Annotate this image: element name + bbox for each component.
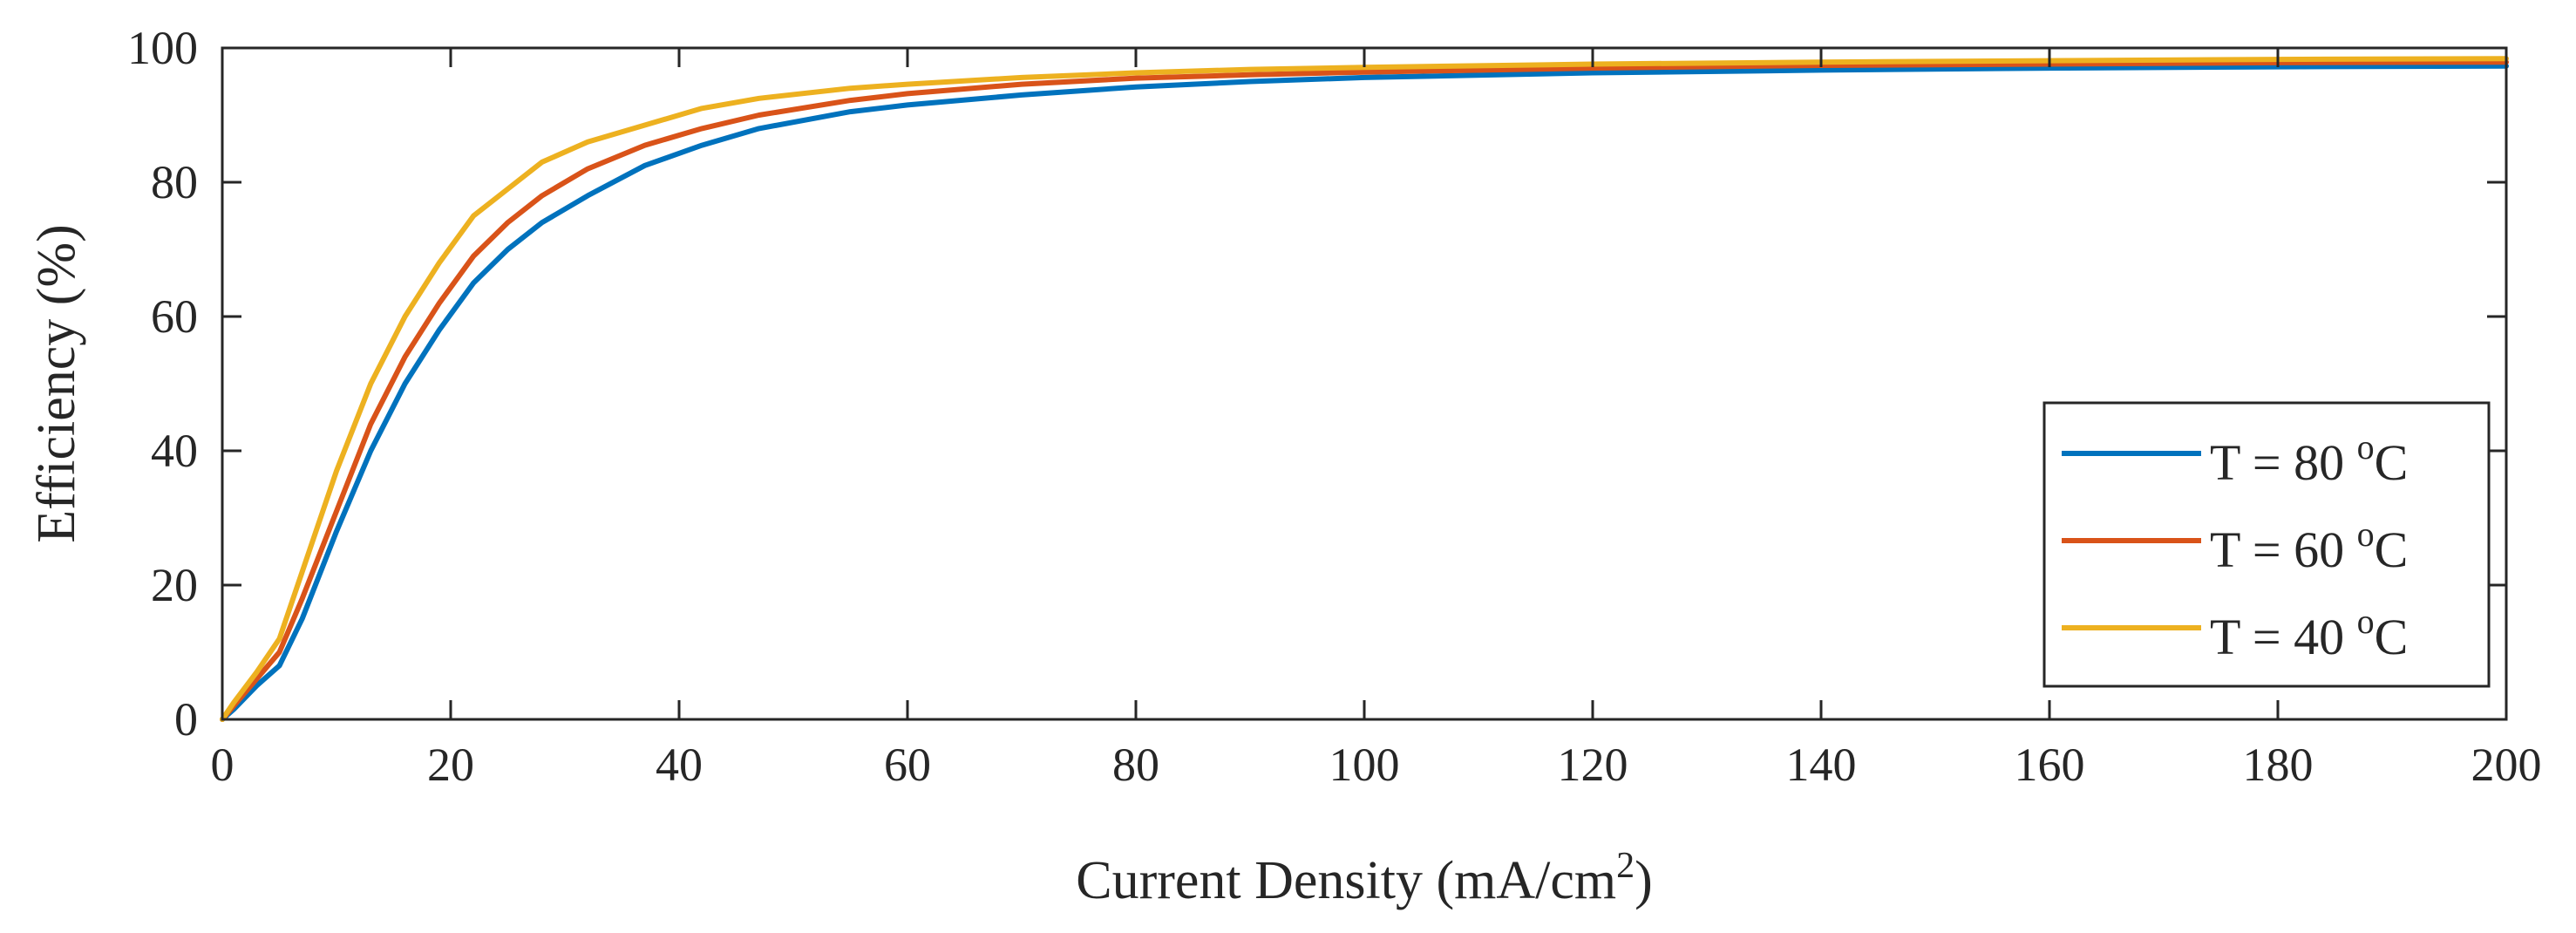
legend-label-1: T = 80 oC (2210, 427, 2408, 491)
y-axis-label: Efficiency (%) (27, 224, 86, 543)
y-axis: 0 20 40 60 80 100 (127, 22, 2506, 746)
series-line-1 (220, 63, 2509, 722)
x-tick-label: 100 (1329, 739, 1400, 791)
x-axis-label-suffix: ) (1635, 851, 1653, 910)
x-tick-label: 160 (2015, 739, 2085, 791)
y-tick-label: 20 (151, 559, 198, 611)
x-tick-label: 60 (884, 739, 931, 791)
x-tick-label: 180 (2243, 739, 2314, 791)
y-tick-label: 100 (127, 22, 198, 74)
x-tick-label: 200 (2471, 739, 2542, 791)
y-tick-label: 0 (174, 693, 198, 746)
y-tick-label: 80 (151, 156, 198, 208)
series-line-2 (220, 59, 2509, 722)
x-tick-label: 20 (427, 739, 474, 791)
x-tick-label: 0 (211, 739, 234, 791)
x-axis-label-superscript: 2 (1616, 846, 1635, 886)
x-tick-label: 80 (1112, 739, 1159, 791)
legend: T = 80 oC T = 60 oC T = 40 oC (2042, 401, 2491, 688)
y-tick-label: 40 (151, 425, 198, 477)
series-layer (220, 56, 2509, 722)
x-tick-label: 40 (656, 739, 703, 791)
legend-label-3: T = 40 oC (2210, 602, 2408, 665)
x-axis: 0 20 40 60 80 100 120 140 160 180 200 (211, 48, 2542, 791)
x-axis-label: Current Density (mA/cm2) (1076, 846, 1653, 910)
series-line-3 (220, 56, 2509, 722)
legend-box (2042, 401, 2491, 688)
y-tick-label: 60 (151, 290, 198, 343)
x-tick-label: 120 (1558, 739, 1628, 791)
x-tick-label: 140 (1786, 739, 1857, 791)
legend-label-2: T = 60 oC (2210, 514, 2408, 578)
x-axis-label-text: Current Density (mA/cm (1076, 851, 1616, 910)
